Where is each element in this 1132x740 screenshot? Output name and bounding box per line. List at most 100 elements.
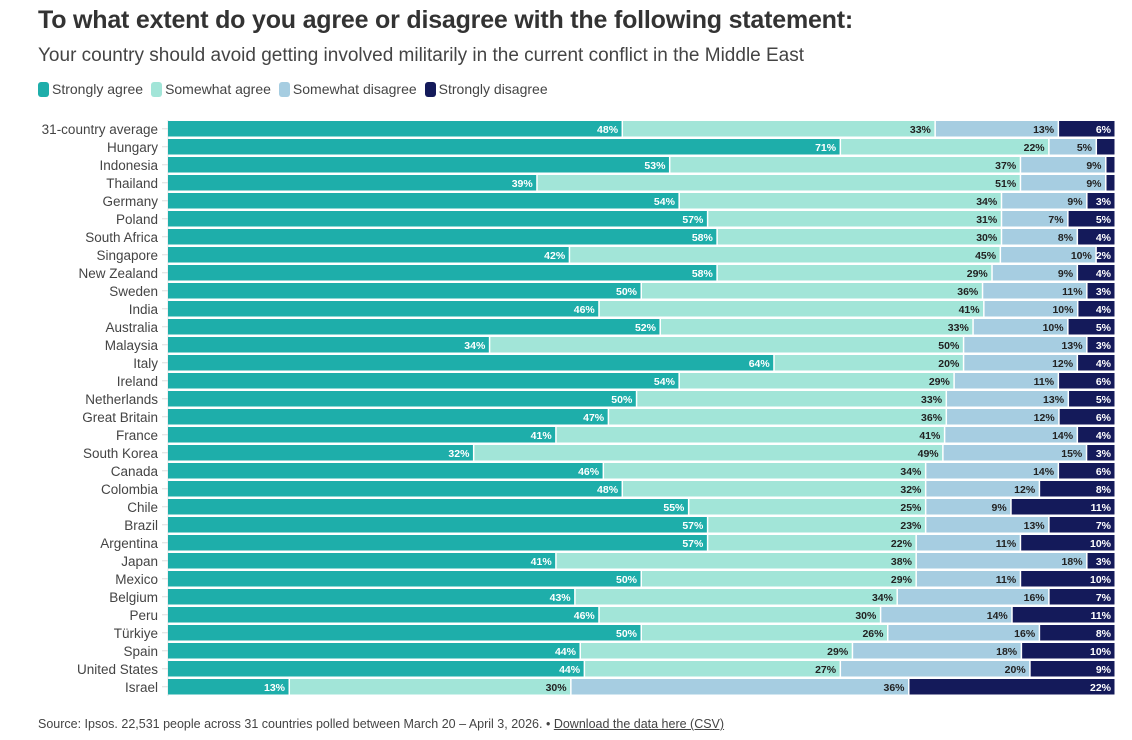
bar-strongly-agree [168, 409, 608, 425]
bar-strongly-agree [168, 571, 641, 587]
bar-strongly-disagree [1068, 319, 1115, 335]
category-label: Chile [127, 500, 158, 515]
bar-somewhat-agree [637, 391, 946, 407]
bar-somewhat-disagree [954, 373, 1058, 389]
value-label: 50% [616, 286, 638, 298]
value-label: 5% [1096, 214, 1112, 226]
bar-strongly-disagree [1059, 409, 1115, 425]
legend-item-strongly-disagree: Strongly disagree [424, 81, 548, 97]
category-label: Argentina [100, 536, 158, 551]
bar-strongly-agree [168, 589, 575, 605]
bar-strongly-agree [168, 283, 641, 299]
footer: Source: Ipsos. 22,531 people across 31 c… [38, 717, 724, 731]
value-label: 4% [1096, 304, 1112, 316]
bar-somewhat-disagree [916, 535, 1020, 551]
value-label: 41% [531, 556, 553, 568]
category-label: Poland [116, 212, 158, 227]
value-label: 23% [900, 520, 922, 532]
value-label: 71% [815, 142, 837, 154]
bar-somewhat-agree [679, 373, 954, 389]
bar-somewhat-disagree [853, 643, 1021, 659]
bar-strongly-disagree [1030, 661, 1115, 677]
value-label: 18% [1062, 556, 1084, 568]
bar-strongly-agree [168, 535, 707, 551]
value-label: 32% [900, 484, 922, 496]
bar-strongly-agree [168, 391, 636, 407]
category-label: Great Britain [82, 410, 158, 425]
value-label: 50% [938, 340, 960, 352]
value-label: 7% [1096, 592, 1112, 604]
value-label: 4% [1096, 268, 1112, 280]
bar-strongly-agree [168, 463, 603, 479]
category-label: Belgium [109, 590, 158, 605]
legend-swatch [424, 81, 436, 97]
bar-strongly-disagree [1106, 157, 1115, 173]
bar-strongly-agree [168, 373, 679, 389]
legend-item-somewhat-agree: Somewhat agree [151, 81, 271, 97]
bar-somewhat-disagree [1002, 229, 1077, 245]
download-csv-link[interactable]: Download the data here (CSV) [553, 717, 725, 731]
value-label: 9% [1058, 268, 1074, 280]
value-label: 48% [597, 484, 619, 496]
value-label: 3% [1096, 286, 1112, 298]
bar-strongly-agree [168, 121, 622, 137]
bar-somewhat-agree [490, 337, 963, 353]
value-label: 57% [682, 214, 704, 226]
bar-strongly-agree [168, 661, 584, 677]
category-label: Spain [123, 644, 158, 659]
value-label: 10% [1052, 304, 1074, 316]
bar-strongly-agree [168, 607, 599, 623]
value-label: 29% [929, 376, 951, 388]
bar-strongly-disagree [1087, 283, 1115, 299]
bar-somewhat-disagree [947, 391, 1068, 407]
value-label: 4% [1096, 358, 1112, 370]
category-label: South Africa [85, 230, 158, 245]
value-label: 22% [1090, 682, 1112, 694]
value-label: 27% [815, 664, 837, 676]
bar-strongly-agree [168, 427, 556, 443]
category-label: New Zealand [78, 266, 158, 281]
value-label: 11% [1034, 376, 1055, 388]
value-label: 13% [264, 682, 286, 694]
value-label: 34% [900, 466, 922, 478]
legend-label: Somewhat agree [165, 81, 271, 97]
value-label: 30% [546, 682, 568, 694]
legend-label: Strongly agree [52, 81, 144, 97]
bar-strongly-disagree [1087, 193, 1115, 209]
bar-strongly-agree [168, 175, 537, 191]
bar-strongly-disagree [1040, 481, 1115, 497]
value-label: 49% [918, 448, 940, 460]
value-label: 9% [1096, 664, 1112, 676]
bar-somewhat-agree [599, 607, 880, 623]
bar-strongly-disagree [1078, 265, 1115, 281]
legend-swatch [151, 81, 163, 97]
bar-somewhat-agree [623, 121, 935, 137]
bar-strongly-disagree [1096, 247, 1115, 263]
bar-somewhat-disagree [984, 301, 1077, 317]
value-label: 36% [957, 286, 979, 298]
value-label: 55% [663, 502, 685, 514]
legend-label: Strongly disagree [438, 81, 548, 97]
value-label: 6% [1096, 466, 1112, 478]
value-label: 14% [987, 610, 1009, 622]
bar-somewhat-disagree [926, 463, 1058, 479]
bar-somewhat-agree [642, 571, 916, 587]
category-label: Peru [129, 608, 158, 623]
bar-somewhat-agree [604, 463, 925, 479]
value-label: 13% [1024, 520, 1046, 532]
bar-strongly-disagree [1087, 337, 1115, 353]
bar-somewhat-agree [660, 319, 973, 335]
bar-strongly-agree [168, 337, 489, 353]
value-label: 11% [996, 538, 1017, 550]
bar-somewhat-disagree [571, 679, 909, 695]
category-label: Netherlands [85, 392, 158, 407]
bar-strongly-disagree [1049, 517, 1115, 533]
value-label: 12% [1034, 412, 1056, 424]
value-label: 29% [967, 268, 989, 280]
bar-strongly-disagree [1078, 301, 1115, 317]
bar-somewhat-agree [570, 247, 1000, 263]
value-label: 9% [1067, 196, 1083, 208]
bar-strongly-agree [168, 301, 599, 317]
value-label: 29% [891, 574, 913, 586]
bar-strongly-disagree [1040, 625, 1115, 641]
